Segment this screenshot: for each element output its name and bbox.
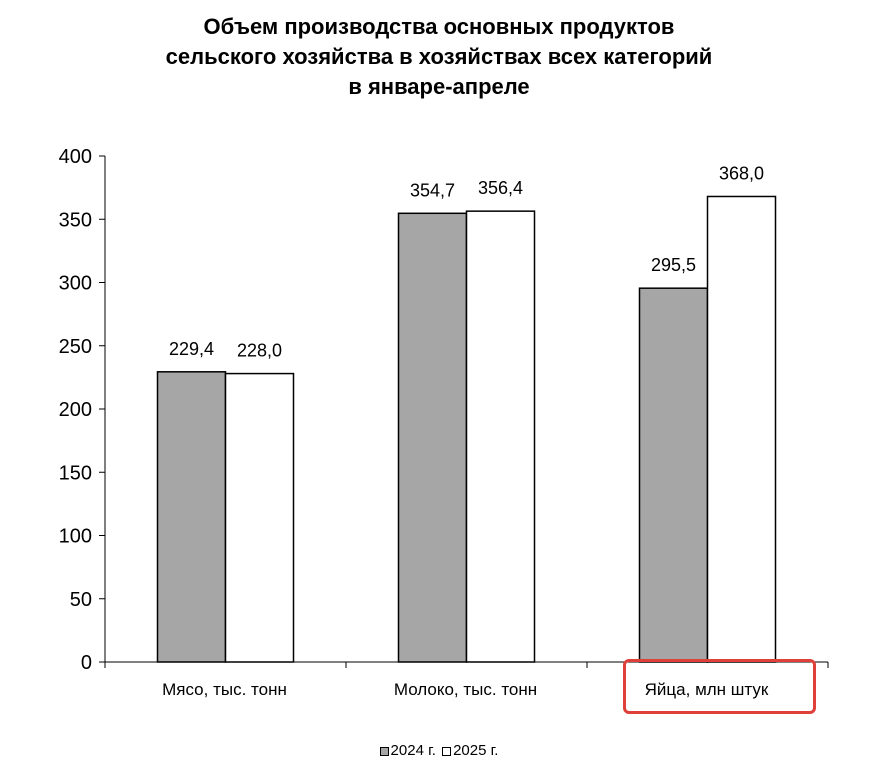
data-label: 295,5 — [651, 255, 696, 275]
bar-2025 — [465, 210, 536, 663]
bar-2024 — [156, 371, 227, 663]
bar-2025 — [706, 195, 777, 663]
category-highlight-box — [623, 659, 816, 714]
legend-item-2025: 2025 г. — [442, 742, 498, 760]
data-label: 354,7 — [410, 180, 455, 200]
legend-swatch-2025 — [442, 746, 452, 756]
chart-title-line-3: в январе-апреле — [348, 74, 530, 99]
chart-title-line-1: Объем производства основных продуктов — [203, 14, 675, 39]
legend-item-2024: 2024 г. — [379, 742, 436, 760]
chart-title: Объем производства основных продуктов се… — [0, 12, 878, 102]
legend-swatch-2024 — [379, 746, 389, 756]
legend-label-2025: 2025 г. — [453, 742, 499, 759]
chart-title-line-2: сельского хозяйства в хозяйствах всех ка… — [165, 44, 713, 69]
bar-2024 — [638, 287, 709, 663]
data-label: 228,0 — [237, 341, 282, 361]
y-tick-label: 200 — [59, 399, 92, 421]
legend-label-2024: 2024 г. — [390, 742, 436, 759]
y-tick-label: 0 — [81, 652, 92, 674]
chart-legend: 2024 г. 2025 г. — [0, 742, 878, 761]
category-label: Яйца, млн штук — [645, 680, 769, 699]
y-tick-label: 150 — [59, 462, 92, 484]
bar-2024 — [397, 212, 468, 663]
category-label: Мясо, тыс. тонн — [162, 680, 287, 699]
bar-2025 — [224, 372, 295, 663]
data-label: 356,4 — [478, 178, 523, 198]
y-tick-label: 400 — [59, 146, 92, 168]
y-tick-label: 100 — [59, 526, 92, 548]
y-tick-label: 250 — [59, 336, 92, 358]
y-tick-label: 300 — [59, 273, 92, 295]
category-label: Молоко, тыс. тонн — [394, 680, 537, 699]
y-tick-label: 50 — [70, 589, 92, 611]
data-label: 229,4 — [169, 339, 214, 359]
data-label: 368,0 — [719, 163, 764, 183]
y-tick-label: 350 — [59, 209, 92, 231]
